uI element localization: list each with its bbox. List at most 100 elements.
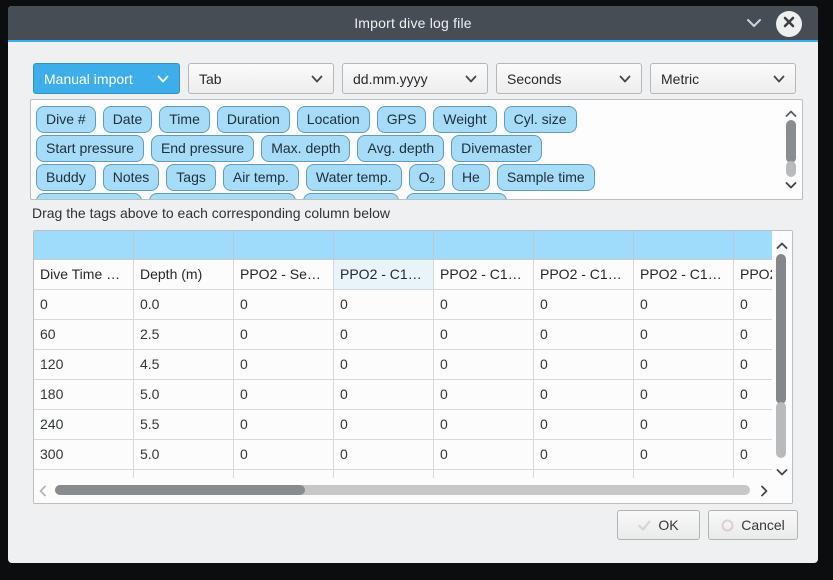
drag-tag[interactable]: End pressure — [150, 135, 255, 162]
drop-target-cell[interactable] — [134, 231, 234, 260]
scrollbar-thumb[interactable] — [776, 254, 786, 404]
titlebar[interactable]: Import dive log file — [8, 6, 818, 42]
table-cell: 0 — [234, 350, 334, 380]
column-header[interactable]: PPO2 - C1… — [334, 260, 434, 290]
close-button[interactable] — [776, 11, 802, 37]
drag-tag[interactable]: Buddy — [36, 164, 96, 191]
drop-target-cell[interactable] — [634, 231, 734, 260]
scroll-left-icon[interactable] — [39, 484, 47, 502]
scrollbar-thumb[interactable] — [55, 485, 305, 495]
drag-tag[interactable]: He — [451, 164, 490, 191]
drop-target-cell[interactable] — [534, 231, 634, 260]
scroll-up-icon[interactable] — [785, 105, 797, 123]
drag-tag[interactable]: Sample CNS — [405, 193, 507, 199]
ok-button[interactable]: OK — [617, 510, 700, 540]
table-cell: 0 — [434, 320, 534, 350]
table-cell: 0 — [634, 440, 734, 470]
column-header[interactable]: PPO2 - C1… — [434, 260, 534, 290]
drag-tag[interactable]: O₂ — [408, 164, 445, 191]
import-dive-log-dialog: Import dive log file Manual import Tab dd.… — [8, 6, 818, 563]
column-header[interactable]: PPO2 - C1… — [634, 260, 734, 290]
duration-format-select[interactable]: Seconds — [496, 63, 642, 94]
tag-row: Dive # Date Time Duration Location GPS Weight C… — [36, 106, 778, 135]
drag-tag[interactable]: Tags — [166, 164, 216, 191]
scroll-down-icon[interactable] — [776, 463, 788, 481]
table-row: 300 5.0 0 0 0 0 0 0 — [34, 440, 792, 470]
table-cell: 0 — [434, 350, 534, 380]
drag-tag[interactable]: Notes — [102, 164, 160, 191]
drag-tag[interactable]: Duration — [216, 106, 290, 133]
date-format-value: dd.mm.yyyy — [353, 70, 428, 87]
drag-tag[interactable]: Sample pO₂ — [303, 193, 399, 199]
import-type-select[interactable]: Manual import — [33, 63, 180, 94]
drag-tag[interactable]: GPS — [376, 106, 427, 133]
table-cell: 0 — [434, 440, 534, 470]
drag-tag[interactable]: Divemaster — [451, 135, 542, 162]
shade-button[interactable] — [744, 15, 764, 33]
drag-tag[interactable]: Dive # — [36, 106, 96, 133]
field-separator-select[interactable]: Tab — [188, 63, 334, 94]
table-cell — [334, 470, 434, 478]
column-header[interactable]: PPO2 - C1… — [534, 260, 634, 290]
tag-palette-scrollbar[interactable] — [784, 103, 798, 196]
table-cell: 0 — [534, 320, 634, 350]
table-row: 0 0.0 0 0 0 0 0 0 — [34, 290, 792, 320]
table-cell: 0 — [634, 350, 734, 380]
drag-tag[interactable]: Max. depth — [261, 135, 351, 162]
scrollbar-track[interactable] — [55, 485, 750, 495]
units-select[interactable]: Metric — [650, 63, 796, 94]
table-cell: 0 — [534, 380, 634, 410]
table-cell: 5.0 — [134, 440, 234, 470]
table-cell: 0 — [734, 320, 792, 350]
table-cell — [534, 470, 634, 478]
table-cell: 0 — [634, 320, 734, 350]
scroll-up-icon[interactable] — [776, 237, 788, 255]
column-header[interactable]: Depth (m) — [134, 260, 234, 290]
table-cell: 0 — [34, 290, 134, 320]
drag-tag[interactable]: Date — [102, 106, 153, 133]
drag-tag[interactable]: Water temp. — [305, 164, 402, 191]
instruction-text: Drag the tags above to each correspondin… — [32, 205, 390, 221]
table-cell: 0 — [334, 290, 434, 320]
table-horizontal-scrollbar[interactable] — [37, 481, 768, 499]
drag-tag[interactable]: Sample time — [496, 164, 595, 191]
table-vertical-scrollbar[interactable] — [772, 231, 792, 503]
cancel-button-label: Cancel — [741, 517, 785, 533]
table-cell: 4.5 — [134, 350, 234, 380]
table-cell: 0 — [334, 440, 434, 470]
table-cell: 0 — [534, 290, 634, 320]
chevron-down-icon — [619, 75, 631, 83]
scrollbar-track-segment[interactable] — [786, 161, 796, 177]
drop-target-cell[interactable] — [234, 231, 334, 260]
field-separator-value: Tab — [199, 70, 222, 87]
drag-tag[interactable]: Start pressure — [36, 135, 144, 162]
table-cell: 0 — [334, 320, 434, 350]
column-header[interactable]: PPO2 - Se… — [234, 260, 334, 290]
table-cell — [134, 470, 234, 478]
drop-target-cell[interactable] — [434, 231, 534, 260]
drag-tag[interactable]: Cyl. size — [503, 106, 577, 133]
scroll-down-icon[interactable] — [785, 176, 797, 194]
drop-target-cell[interactable] — [334, 231, 434, 260]
date-format-select[interactable]: dd.mm.yyyy — [342, 63, 488, 94]
table-cell — [234, 470, 334, 478]
import-preview-table: Dive Time … Depth (m) PPO2 - Se… PPO2 - C1…… — [33, 230, 793, 504]
table-cell: 0 — [334, 380, 434, 410]
units-value: Metric — [661, 70, 700, 87]
drop-target-cell[interactable] — [34, 231, 134, 260]
table-cell: 0 — [734, 350, 792, 380]
drag-tag[interactable]: Time — [159, 106, 210, 133]
close-icon — [783, 15, 795, 33]
column-header[interactable]: Dive Time … — [34, 260, 134, 290]
drag-tag[interactable]: Location — [296, 106, 370, 133]
drag-tag[interactable]: Weight — [433, 106, 497, 133]
drag-tag[interactable]: Sample depth — [36, 193, 143, 199]
scroll-right-icon[interactable] — [760, 484, 768, 502]
drag-tag[interactable]: Air temp. — [222, 164, 299, 191]
drop-target-row — [34, 231, 792, 260]
drag-tag[interactable]: Sample temperature — [149, 193, 297, 199]
cancel-button[interactable]: Cancel — [708, 510, 798, 540]
scrollbar-thumb[interactable] — [786, 120, 796, 163]
drag-tag[interactable]: Avg. depth — [357, 135, 445, 162]
scrollbar-track-segment[interactable] — [776, 402, 786, 458]
